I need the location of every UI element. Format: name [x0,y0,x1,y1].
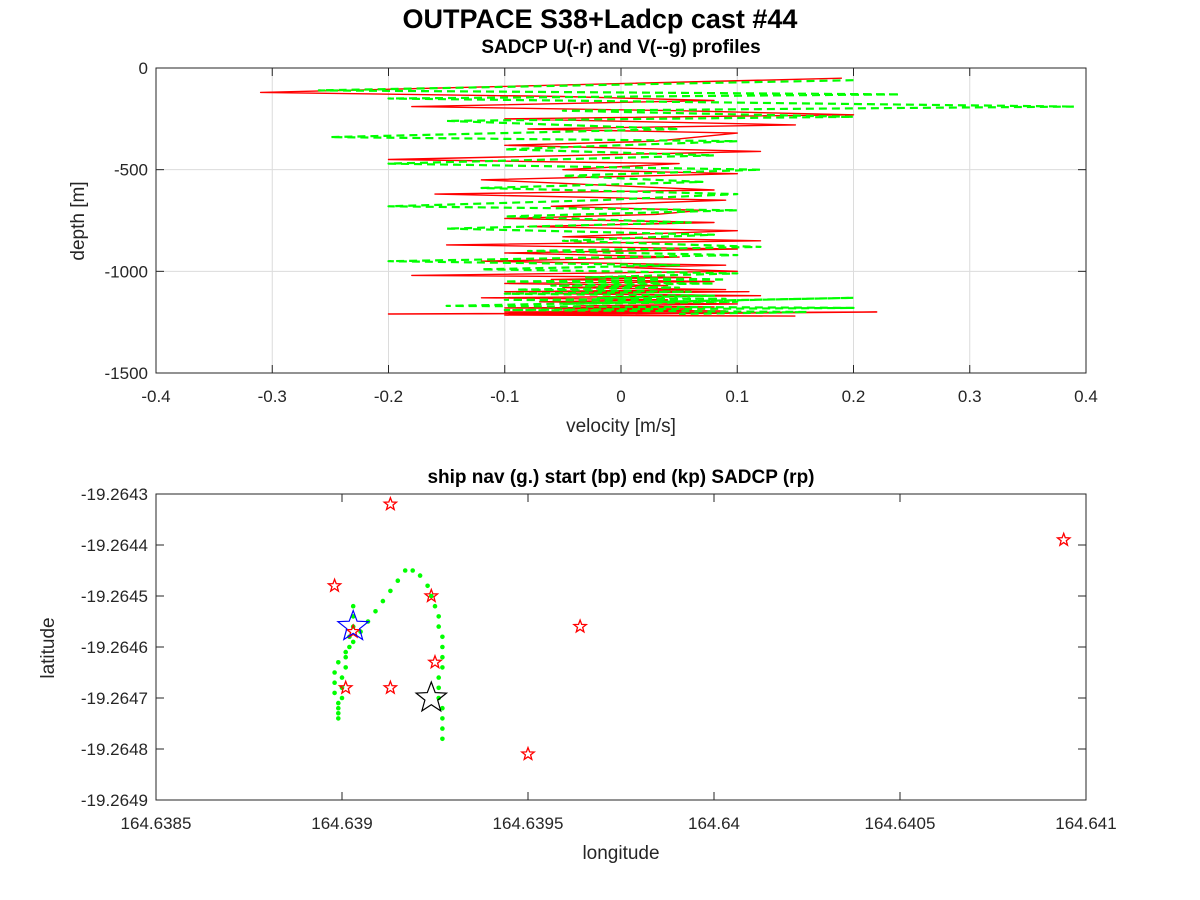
v-velocity-line [317,79,1076,316]
ship-nav-point [395,578,401,583]
sadcp-point [382,679,399,695]
ship-nav-point [436,624,442,629]
profile-xtick-label: -0.2 [374,387,403,406]
nav-xtick-label: 164.6385 [121,814,192,833]
sadcp-point [427,653,443,670]
nav-xtick-label: 164.639 [311,814,372,833]
nav-axes: ship nav (g.) start (bp) end (kp) SADCP … [38,467,1117,864]
profile-xtick-label: 0.2 [842,387,866,406]
nav-title: ship nav (g.) start (bp) end (kp) SADCP … [427,467,814,488]
nav-xlabel: longitude [582,843,659,864]
ship-nav-point [336,660,341,665]
ship-nav-point [380,598,386,604]
profile-xtick-label: 0.3 [958,387,982,406]
ship-nav-point [425,583,430,589]
nav-ylabel: latitude [38,617,59,678]
profile-xtick-label: 0 [616,387,625,406]
sadcp-point [345,623,362,639]
profile-xtick-label: -0.3 [258,387,287,406]
ship-nav-point [336,705,341,711]
sadcp-point [572,618,589,634]
nav-ytick-label: -19.2645 [81,587,148,606]
nav-ytick-label: -19.2646 [81,638,148,657]
profile-ytick-label: -1000 [105,262,148,281]
sadcp-point [326,577,343,593]
ship-nav-point [388,588,393,594]
profile-xtick-label: 0.1 [725,387,749,406]
ship-nav-point [332,690,337,696]
ship-nav-point [440,644,445,650]
ship-nav-point [436,614,442,619]
nav-xtick-label: 164.6395 [493,814,564,833]
profile-ytick-label: 0 [139,59,148,78]
ship-nav-point [350,639,356,645]
nav-frame [155,493,1087,801]
nav-xtick-label: 164.64 [688,814,740,833]
ship-nav-point [343,654,349,660]
end-point [414,680,449,713]
profile-xtick-label: -0.4 [141,387,170,406]
ship-nav-point [336,700,341,706]
ship-nav-point [432,603,438,609]
profile-xlabel: velocity [m/s] [566,416,676,437]
ship-nav-point [440,736,445,742]
nav-xtick-label: 164.641 [1055,814,1116,833]
ship-nav-point [440,665,445,670]
ship-nav-point [350,603,356,609]
nav-xtick-label: 164.6405 [865,814,936,833]
nav-ytick-label: -19.2649 [81,791,148,810]
nav-ticks: 164.6385 164.639 164.6395 164.64 164.6405 164… [81,485,1117,833]
ship-nav-point [339,675,345,680]
sadcp-point [337,679,354,695]
ship-nav-point [436,675,442,680]
ship-nav-point [339,695,345,701]
ship-nav-point [336,711,341,716]
ship-nav-point [440,726,445,731]
ship-nav-point [402,568,408,573]
sadcp-point [520,745,536,761]
ship-nav-point [373,609,378,614]
ship-nav-point [429,593,434,599]
ship-nav-point [332,680,337,685]
profile-ytick-label: -500 [114,161,148,180]
ship-nav-point [336,716,341,721]
ship-nav-point [332,670,337,675]
sadcp-point [423,587,440,603]
nav-ytick-label: -19.2648 [81,740,148,759]
ship-nav-point [440,654,445,660]
profile-series [259,77,1076,317]
u-velocity-line [259,77,878,317]
ship-nav-point [343,665,349,670]
ship-nav-point [347,644,352,650]
profile-xtick-label: 0.4 [1074,387,1098,406]
start-point [336,608,371,641]
ship-nav-point [343,649,349,655]
nav-ytick-label: -19.2643 [81,485,148,504]
ship-nav-point [440,634,445,640]
nav-series [326,495,1072,761]
ship-nav-point [440,705,445,711]
figure-title: OUTPACE S38+Ladcp cast #44 [403,4,798,34]
profile-ticks: -0.4 -0.3 -0.2 -0.1 0 0.1 0.2 0.3 0.4 0 -500 -1000 -… [105,59,1098,406]
ship-nav-point [410,568,416,573]
ship-nav-point [417,573,423,578]
profile-title: SADCP U(-r) and V(--g) profiles [481,37,760,58]
sadcp-point [382,495,399,512]
ship-nav-point [440,716,445,721]
ship-nav-point [436,685,442,691]
sadcp-point [1055,531,1072,547]
nav-ytick-label: -19.2647 [81,689,148,708]
profile-xtick-label: -0.1 [490,387,519,406]
nav-ytick-label: -19.2644 [81,536,148,555]
profile-axes: SADCP U(-r) and V(--g) profiles -0.4 -0.3… [68,37,1098,437]
profile-ylabel: depth [m] [68,181,89,260]
profile-ytick-label: -1500 [105,364,148,383]
